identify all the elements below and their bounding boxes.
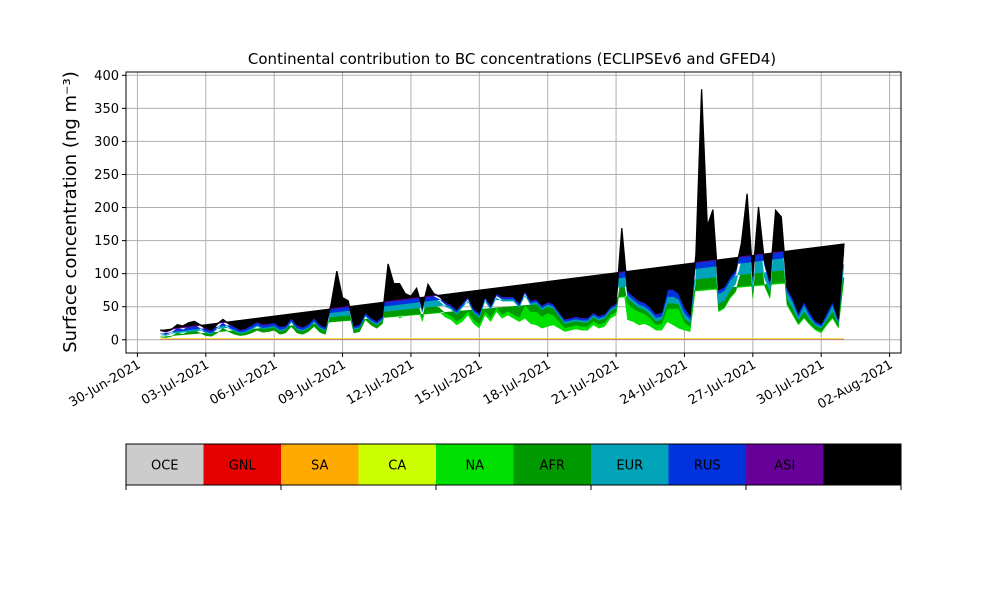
x-tick-label: 21-Jul-2021	[549, 357, 622, 408]
legend-label-ca: CA	[388, 459, 406, 474]
x-axis-ticks: 30-Jun-202103-Jul-202106-Jul-202109-Jul-…	[67, 353, 896, 413]
stacked-areas	[160, 89, 856, 340]
legend-swatch-na	[436, 444, 514, 485]
area-series-afr	[160, 149, 845, 338]
y-tick-label: 350	[94, 102, 119, 117]
x-tick-label: 27-Jul-2021	[686, 357, 759, 408]
legend-label-oce: OCE	[151, 459, 179, 474]
legend-label-na: NA	[465, 459, 484, 474]
x-tick-label: 02-Aug-2021	[815, 357, 895, 412]
legend-label-sa: SA	[311, 459, 328, 474]
area-series-aus	[160, 89, 845, 332]
legend-label-afr: AFR	[540, 459, 565, 474]
y-tick-label: 0	[111, 333, 119, 348]
area-series-rus	[160, 96, 845, 335]
legend-label-gnl: GNL	[229, 459, 257, 474]
legend-label-asi: ASI	[774, 459, 795, 474]
x-tick-label: 12-Jul-2021	[344, 357, 417, 408]
y-tick-label: 200	[94, 201, 119, 216]
y-tick-label: 50	[102, 300, 119, 315]
y-tick-label: 150	[94, 234, 119, 249]
total-outline	[160, 89, 845, 332]
legend-label-eur: EUR	[616, 459, 643, 474]
chart-title: Continental contribution to BC concentra…	[248, 50, 776, 68]
x-tick-label: 03-Jul-2021	[139, 357, 212, 408]
legend-swatch-sa	[281, 444, 359, 485]
legend-label-rus: RUS	[694, 459, 721, 474]
y-axis-label: Surface concentration (ng m⁻³)	[60, 71, 81, 353]
legend-swatch-afr	[513, 444, 592, 485]
area-series-eur	[160, 123, 845, 336]
legend-swatch-asi	[746, 444, 824, 485]
legend-colorbar: OCE GNL SA CA NA AFR EUR RUS ASI AUS	[125, 443, 902, 490]
y-tick-label: 100	[94, 267, 119, 282]
legend-swatch-eur	[591, 444, 669, 485]
x-tick-label: 18-Jul-2021	[481, 357, 554, 408]
x-tick-label: 15-Jul-2021	[412, 357, 485, 408]
x-tick-label: 06-Jul-2021	[207, 357, 280, 408]
legend-swatch-gnl	[203, 444, 282, 485]
legend-label-aus: AUS	[849, 459, 876, 474]
legend-frame	[125, 443, 902, 486]
legend-swatch-ca	[358, 444, 437, 485]
plot-frame	[125, 71, 902, 354]
y-tick-label: 400	[94, 69, 119, 84]
legend-swatch-aus	[823, 444, 902, 485]
x-tick-label: 24-Jul-2021	[618, 357, 691, 408]
x-tick-label: 30-Jun-2021	[67, 357, 144, 410]
y-axis-ticks: 0 50 100 150 200 250 300 350 400	[94, 69, 126, 348]
legend-swatch-rus	[668, 444, 747, 485]
legend-swatch-oce	[126, 444, 204, 485]
x-tick-label: 09-Jul-2021	[276, 357, 349, 408]
y-tick-label: 250	[94, 168, 119, 183]
y-tick-label: 300	[94, 135, 119, 150]
